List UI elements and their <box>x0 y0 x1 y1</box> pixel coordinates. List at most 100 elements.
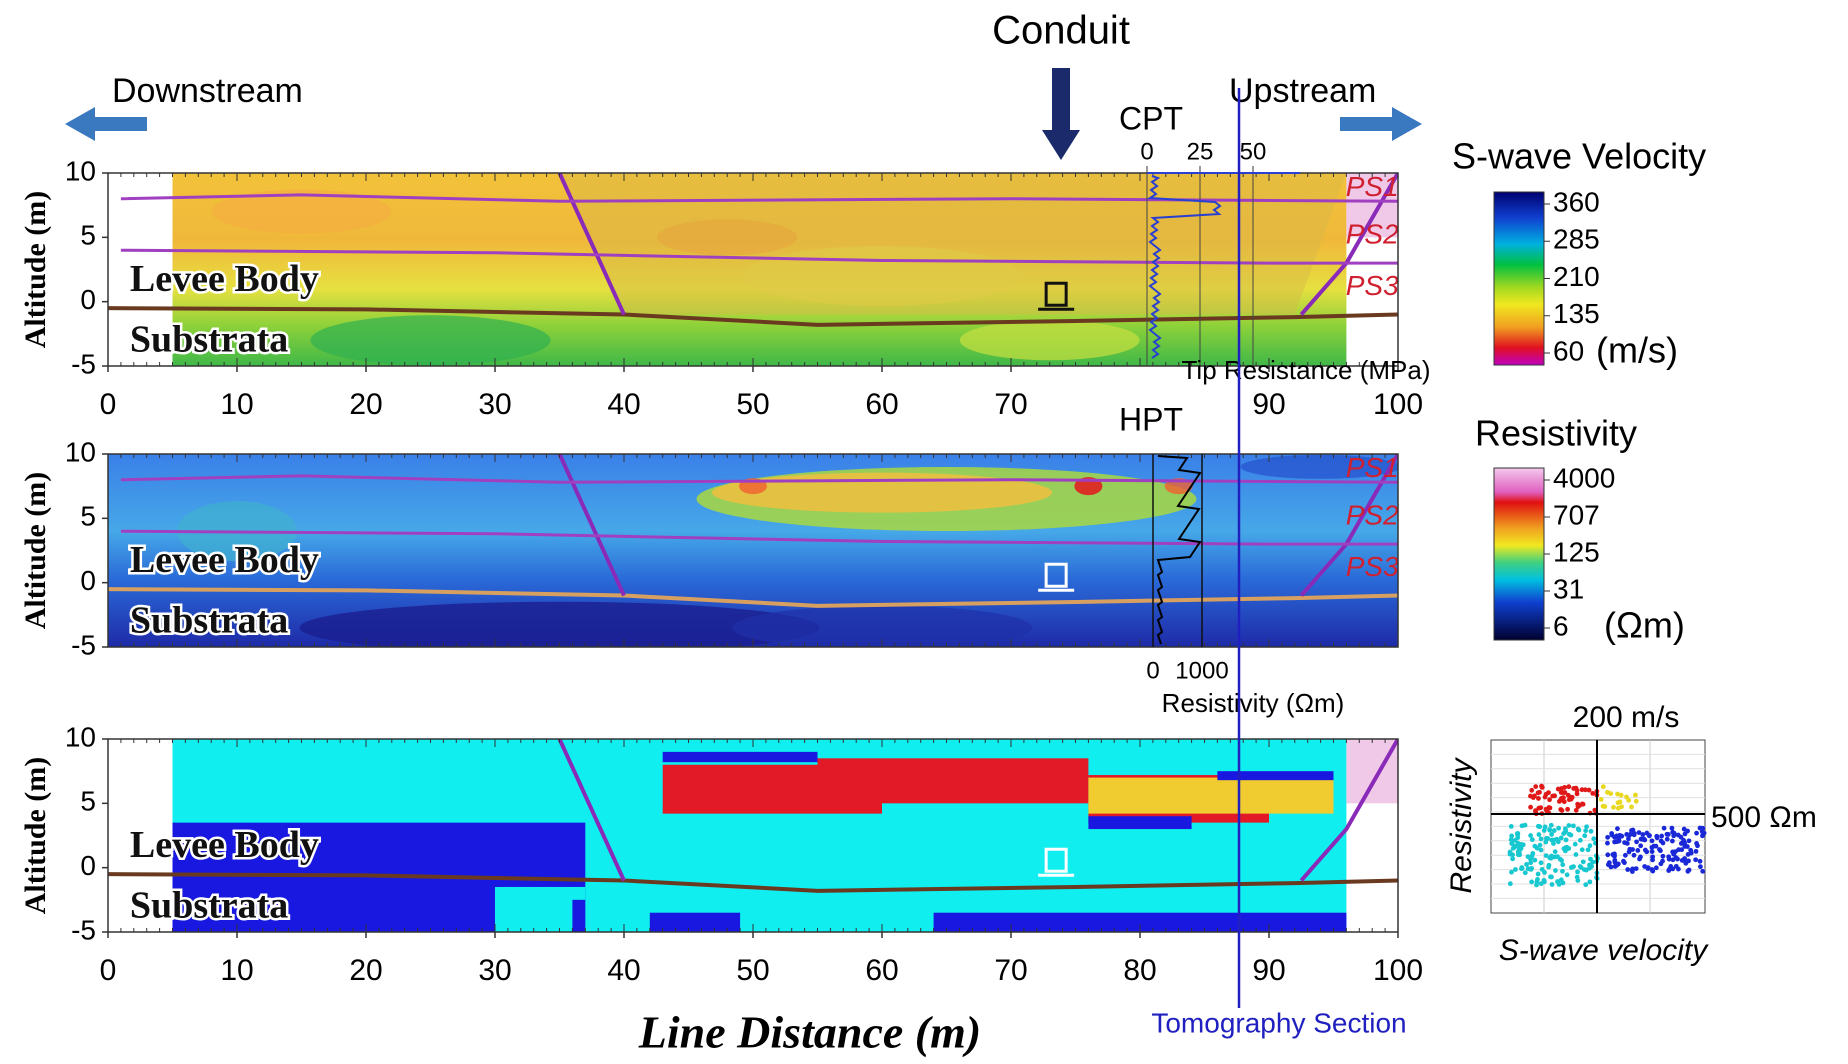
crossplot-point <box>1670 839 1675 844</box>
crossplot-point <box>1575 870 1580 875</box>
crossplot-point <box>1698 864 1703 869</box>
crossplot-point <box>1529 788 1534 793</box>
crossplot-point <box>1559 836 1564 841</box>
crossplot-point <box>1581 859 1586 864</box>
field-zone <box>560 173 1347 315</box>
crossplot-point <box>1586 847 1591 852</box>
colorbar <box>1494 192 1544 365</box>
crossplot-point <box>1670 850 1675 855</box>
x-tick-label: 30 <box>478 954 511 987</box>
colorbar-tick-label: 60 <box>1553 335 1584 366</box>
crossplot-point <box>1556 826 1561 831</box>
crossplot-point <box>1532 858 1537 863</box>
crossplot-point <box>1549 838 1554 843</box>
field-zone <box>650 913 740 932</box>
inset-tick-label: 0 <box>1140 138 1153 165</box>
crossplot-point <box>1528 833 1533 838</box>
field-blob <box>311 315 551 365</box>
crossplot-point <box>1632 832 1637 837</box>
crossplot-point <box>1575 791 1580 796</box>
field-zone <box>1088 816 1191 829</box>
colorbar-tick-label: 4000 <box>1553 462 1615 493</box>
x-axis-title: Line Distance (m) <box>638 1007 981 1058</box>
crossplot-point <box>1650 838 1655 843</box>
crossplot-point <box>1530 837 1535 842</box>
crossplot-point <box>1682 827 1687 832</box>
crossplot-point <box>1574 852 1579 857</box>
crossplot-point <box>1650 869 1655 874</box>
layer-annotation: Levee Body <box>130 258 319 300</box>
crossplot-point <box>1544 792 1549 797</box>
crossplot-point <box>1661 854 1666 859</box>
crossplot-point <box>1609 864 1614 869</box>
crossplot-point <box>1556 787 1561 792</box>
crossplot-point <box>1546 865 1551 870</box>
crossplot-point <box>1515 831 1520 836</box>
crossplot-point <box>1694 831 1699 836</box>
x-tick-label: 50 <box>736 388 769 421</box>
downstream-label: Downstream <box>112 72 303 110</box>
crossplot-point <box>1659 834 1664 839</box>
crossplot-point <box>1580 847 1585 852</box>
crossplot-point <box>1609 831 1614 836</box>
crossplot-point <box>1612 840 1617 845</box>
crossplot-point <box>1544 807 1549 812</box>
crossplot-point <box>1534 883 1539 888</box>
y-tick-label: 0 <box>80 565 96 596</box>
x-tick-label: 70 <box>994 388 1027 421</box>
crossplot-threshold: 200 m/s <box>1573 701 1680 734</box>
crossplot-point <box>1672 831 1677 836</box>
crossplot-point <box>1588 843 1593 848</box>
crossplot-point <box>1619 793 1624 798</box>
crossplot-point <box>1626 836 1631 841</box>
crossplot-point <box>1616 837 1621 842</box>
crossplot-point <box>1550 882 1555 887</box>
crossplot-point <box>1650 854 1655 859</box>
crossplot-point <box>1647 833 1652 838</box>
crossplot-point <box>1644 849 1649 854</box>
layer-annotation: Substrata <box>130 319 288 361</box>
inset-title: HPT <box>1119 401 1183 437</box>
crossplot-point <box>1699 826 1704 831</box>
crossplot-point <box>1615 826 1620 831</box>
colorbar-tick-label: 125 <box>1553 536 1600 567</box>
crossplot-point <box>1627 850 1632 855</box>
crossplot-point <box>1629 805 1634 810</box>
crossplot-point <box>1583 882 1588 887</box>
crossplot-point <box>1611 805 1616 810</box>
crossplot-point <box>1571 786 1576 791</box>
crossplot-point <box>1599 797 1604 802</box>
field-zone <box>1088 778 1333 814</box>
crossplot-point <box>1628 832 1633 837</box>
crossplot-point <box>1553 849 1558 854</box>
crossplot-point <box>1621 859 1626 864</box>
page: ConduitDownstreamUpstreamPS1PS2PS3-50510… <box>0 0 1848 1064</box>
crossplot-point <box>1508 881 1513 886</box>
crossplot-point <box>1509 870 1514 875</box>
crossplot-point <box>1661 841 1666 846</box>
layer-annotation: Levee Body <box>130 824 319 866</box>
y-tick-label: 10 <box>65 721 96 752</box>
crossplot-point <box>1631 828 1636 833</box>
y-tick-label: 5 <box>80 501 96 532</box>
crossplot-point <box>1520 823 1525 828</box>
inset-axis-label: Tip Resistance (MPa) <box>1182 355 1431 385</box>
crossplot-point <box>1539 860 1544 865</box>
field-zone <box>663 752 818 762</box>
crossplot-point <box>1535 846 1540 851</box>
crossplot-point <box>1549 875 1554 880</box>
crossplot-point <box>1516 852 1521 857</box>
colorbar-tick-label: 210 <box>1553 261 1600 292</box>
crossplot-point <box>1694 841 1699 846</box>
crossplot-point <box>1587 863 1592 868</box>
crossplot-point <box>1543 840 1548 845</box>
crossplot-point <box>1519 865 1524 870</box>
y-tick-label: 10 <box>65 155 96 186</box>
crossplot-point <box>1565 807 1570 812</box>
crossplot-point <box>1605 835 1610 840</box>
inset-tick-label: 1000 <box>1175 657 1228 684</box>
x-tick-label: 20 <box>349 388 382 421</box>
crossplot-point <box>1519 842 1524 847</box>
crossplot-point <box>1513 838 1518 843</box>
x-tick-label: 100 <box>1373 954 1423 987</box>
